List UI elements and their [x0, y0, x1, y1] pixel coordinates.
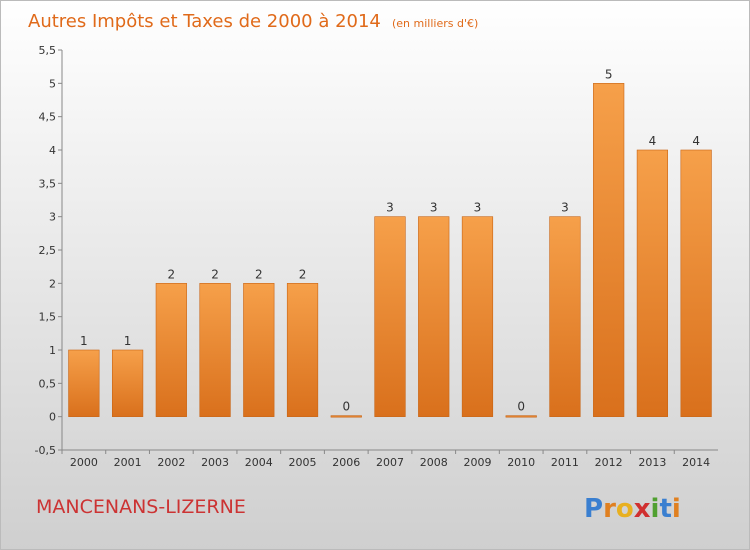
bar-data-label: 3	[430, 201, 438, 215]
x-tick-label: 2003	[201, 456, 229, 469]
proxiti-logo: Proxiti	[584, 494, 681, 524]
bar-data-label: 2	[168, 267, 176, 281]
chart-title: Autres Impôts et Taxes de 2000 à 2014	[28, 11, 381, 32]
y-tick-label: 3,5	[39, 177, 57, 190]
y-tick-label: 4,5	[39, 111, 57, 124]
bar	[680, 149, 712, 417]
bar-data-label: 0	[517, 400, 525, 414]
y-tick-label: 0,5	[39, 377, 57, 390]
logo-letter: i	[651, 494, 660, 524]
y-tick-label: 4	[49, 144, 56, 157]
logo-letter: P	[584, 494, 603, 524]
bar-data-label: 1	[80, 334, 88, 348]
x-tick-label: 2004	[245, 456, 273, 469]
x-tick-label: 2011	[551, 456, 579, 469]
y-tick-label: 1,5	[39, 311, 57, 324]
x-tick-label: 2000	[70, 456, 98, 469]
logo-letter: r	[603, 494, 616, 524]
bar-data-label: 4	[649, 134, 657, 148]
bar	[199, 283, 231, 417]
x-tick-label: 2014	[682, 456, 710, 469]
bar	[155, 283, 187, 417]
bar-data-label: 2	[211, 267, 219, 281]
logo-letter: i	[672, 494, 681, 524]
logo-letter: t	[659, 494, 671, 524]
bars: 1 1 2 2 2 2 0 3 3 3 0 3 5 4 4	[68, 67, 712, 418]
bar-data-label: 3	[561, 201, 569, 215]
x-tick-label: 2008	[420, 456, 448, 469]
y-tick-label: 5	[49, 77, 56, 90]
y-tick-label: -0,5	[35, 444, 56, 457]
y-tick-label: 1	[49, 344, 56, 357]
y-tick-label: 2	[49, 277, 56, 290]
bar	[330, 415, 362, 418]
x-tick-label: 2013	[638, 456, 666, 469]
x-tick-label: 2006	[332, 456, 360, 469]
commune-name: MANCENANS-LIZERNE	[36, 496, 246, 518]
y-tick-label: 2,5	[39, 244, 57, 257]
bar-data-label: 0	[342, 400, 350, 414]
y-tick-label: 3	[49, 211, 56, 224]
y-tick-label: 0	[49, 411, 56, 424]
y-axis: -0,5 0 0,5 1 1,5 2 2,5 3 3,5 4 4,5 5 5,5	[35, 44, 63, 457]
bar	[286, 283, 319, 417]
x-tick-label: 2009	[463, 456, 491, 469]
logo-letter: o	[616, 494, 634, 524]
y-tick-label: 5,5	[39, 44, 57, 57]
bar	[243, 283, 275, 417]
bar	[505, 415, 537, 418]
bar	[111, 349, 144, 417]
bar-data-label: 4	[692, 134, 700, 148]
bar	[636, 149, 669, 417]
bar-data-label: 2	[299, 267, 307, 281]
chart-subtitle: (en milliers d'€)	[392, 17, 478, 30]
bar	[68, 349, 100, 417]
x-axis: 2000 2001 2002 2003 2004 2005 2006 2007 2008 2009…	[61, 449, 718, 469]
x-tick-label: 2010	[507, 456, 535, 469]
x-tick-label: 2007	[376, 456, 404, 469]
bar	[593, 83, 625, 417]
x-tick-label: 2001	[114, 456, 142, 469]
bar	[549, 216, 581, 417]
bar-data-label: 1	[124, 334, 132, 348]
bar-data-label: 3	[386, 201, 394, 215]
bar	[374, 216, 406, 417]
bar-data-label: 3	[474, 201, 482, 215]
x-tick-label: 2002	[157, 456, 185, 469]
x-tick-label: 2012	[595, 456, 623, 469]
bar-data-label: 2	[255, 267, 263, 281]
bar	[461, 216, 494, 417]
bar	[418, 216, 450, 417]
x-tick-label: 2005	[289, 456, 317, 469]
logo-letter: x	[634, 494, 651, 524]
bar-data-label: 5	[605, 67, 613, 81]
